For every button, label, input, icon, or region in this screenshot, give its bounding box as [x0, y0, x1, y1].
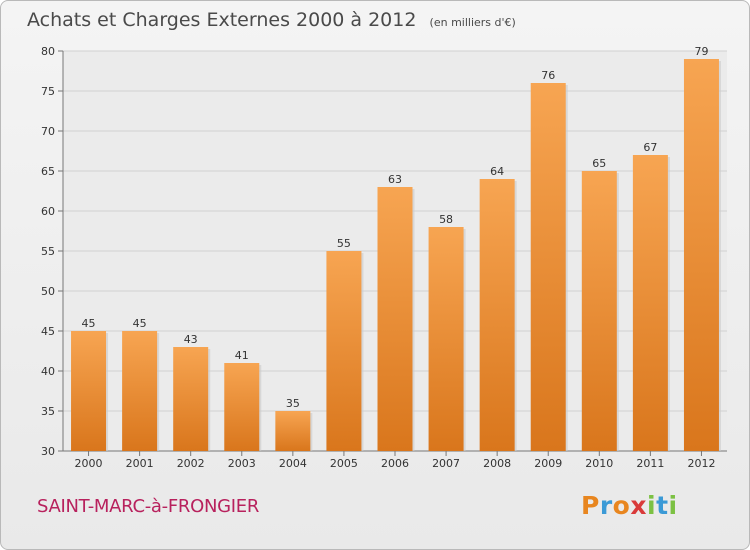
x-tick-label: 2005 [330, 457, 358, 470]
data-label: 45 [82, 317, 96, 330]
data-label: 79 [694, 45, 708, 58]
bar [428, 227, 464, 451]
logo-letter: i [647, 491, 657, 520]
y-tick-label: 35 [41, 405, 55, 418]
bar [581, 171, 617, 451]
x-tick-label: 2001 [126, 457, 154, 470]
x-tick-label: 2000 [75, 457, 103, 470]
y-tick-label: 50 [41, 285, 55, 298]
data-label: 35 [286, 397, 300, 410]
logo-letter: x [630, 491, 647, 520]
bar [683, 59, 719, 451]
x-tick-label: 2003 [228, 457, 256, 470]
bar [71, 331, 107, 451]
logo-letter: r [599, 491, 613, 520]
x-tick-label: 2012 [687, 457, 715, 470]
data-label: 58 [439, 213, 453, 226]
axes: 30 35 40 45 50 55 60 65 70 75 80 2000 2001 2002 2003 20… [41, 45, 727, 470]
data-label: 41 [235, 349, 249, 362]
x-tick-label: 2008 [483, 457, 511, 470]
value-labels: 45 45 43 41 35 55 63 58 64 76 65 67 79 [82, 45, 709, 410]
y-tick-label: 70 [41, 125, 55, 138]
x-tick-label: 2006 [381, 457, 409, 470]
y-tick-label: 65 [41, 165, 55, 178]
bar [530, 83, 566, 451]
data-label: 65 [592, 157, 606, 170]
bars [71, 59, 721, 451]
bar [326, 251, 362, 451]
bar [479, 179, 515, 451]
bar [173, 347, 209, 451]
proxiti-logo: Proxiti [581, 491, 678, 520]
y-tick-label: 80 [41, 45, 55, 58]
data-label: 63 [388, 173, 402, 186]
bar [377, 187, 413, 451]
y-tick-label: 60 [41, 205, 55, 218]
y-tick-label: 30 [41, 445, 55, 458]
y-tick-label: 45 [41, 325, 55, 338]
data-label: 64 [490, 165, 504, 178]
chart-title: Achats et Charges Externes 2000 à 2012 [27, 9, 417, 31]
x-tick-label: 2004 [279, 457, 307, 470]
data-label: 55 [337, 237, 351, 250]
data-label: 76 [541, 69, 555, 82]
chart-unit: (en milliers d'€) [429, 16, 516, 29]
data-label: 43 [184, 333, 198, 346]
logo-letter: o [612, 491, 631, 520]
data-label: 45 [133, 317, 147, 330]
data-label: 67 [643, 141, 657, 154]
logo-letter: P [581, 491, 600, 520]
title-row: Achats et Charges Externes 2000 à 2012 (… [27, 9, 516, 31]
x-tick-label: 2009 [534, 457, 562, 470]
x-tick-label: 2007 [432, 457, 460, 470]
logo-letter: t [656, 491, 669, 520]
y-tick-label: 55 [41, 245, 55, 258]
x-tick-label: 2011 [636, 457, 664, 470]
bar [632, 155, 668, 451]
logo-letter: i [668, 491, 678, 520]
x-tick-label: 2010 [585, 457, 613, 470]
x-tick-label: 2002 [177, 457, 205, 470]
bar [275, 411, 311, 451]
y-tick-label: 75 [41, 85, 55, 98]
location-name: SAINT-MARC-à-FRONGIER [37, 496, 260, 517]
y-tick-label: 40 [41, 365, 55, 378]
bar [122, 331, 158, 451]
bar [224, 363, 260, 451]
